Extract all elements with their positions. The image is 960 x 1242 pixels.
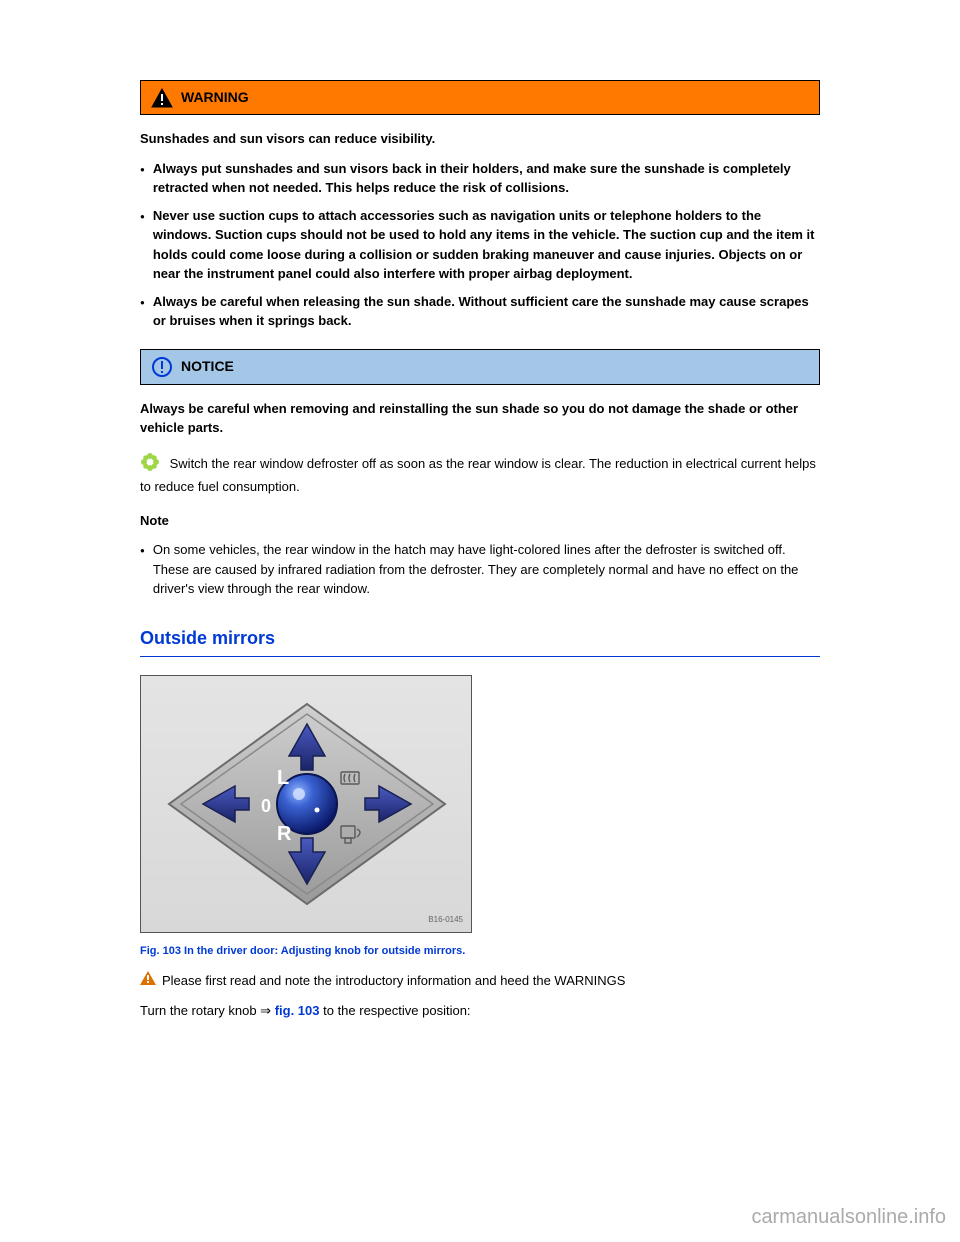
env-tip: Switch the rear window defroster off as … [140, 452, 820, 497]
flower-icon [140, 452, 160, 478]
intro2-text: Please first read and note the introduct… [162, 971, 625, 991]
warning-label: WARNING [181, 87, 249, 108]
fig-link[interactable]: fig. 103 [275, 1003, 320, 1018]
note-item-1: On some vehicles, the rear window in the… [153, 540, 820, 599]
warning-bullet-1: Always put sunshades and sun visors back… [153, 159, 820, 198]
note-heading: Note [140, 511, 820, 531]
small-warning-icon [140, 971, 156, 991]
knob-R-label: R [277, 823, 292, 845]
warning-bullets: Always put sunshades and sun visors back… [140, 159, 820, 331]
warning-triangle-icon [151, 88, 173, 108]
knob-0-label: 0 [261, 796, 271, 816]
warning-bullet-2: Never use suction cups to attach accesso… [153, 206, 820, 284]
knob-L-label: L [277, 767, 289, 789]
mirror-knob-diagram: L 0 R [159, 694, 455, 914]
figure-id-label: B16-0145 [428, 914, 463, 926]
warning-intro: Sunshades and sun visors can reduce visi… [140, 129, 820, 149]
warning-bullet-3: Always be careful when releasing the sun… [153, 292, 820, 331]
warning-banner: WARNING [140, 80, 820, 115]
watermark: carmanualsonline.info [751, 1202, 946, 1232]
notice-circle-icon [151, 356, 173, 378]
section-title: Outside mirrors [140, 625, 820, 657]
notice-banner: NOTICE [140, 349, 820, 385]
figure-box: L 0 R B16-0145 [140, 675, 472, 933]
figure-caption: Fig. 103 In the driver door: Adjusting k… [140, 943, 820, 960]
note-list: On some vehicles, the rear window in the… [140, 540, 820, 599]
knob-desc: Turn the rotary knob ⇒ fig. 103 to the r… [140, 1001, 820, 1021]
notice-text: Always be careful when removing and rein… [140, 399, 820, 438]
notice-label: NOTICE [181, 356, 234, 377]
intro-line: Please first read and note the introduct… [140, 971, 820, 991]
env-text: Switch the rear window defroster off as … [140, 456, 816, 494]
